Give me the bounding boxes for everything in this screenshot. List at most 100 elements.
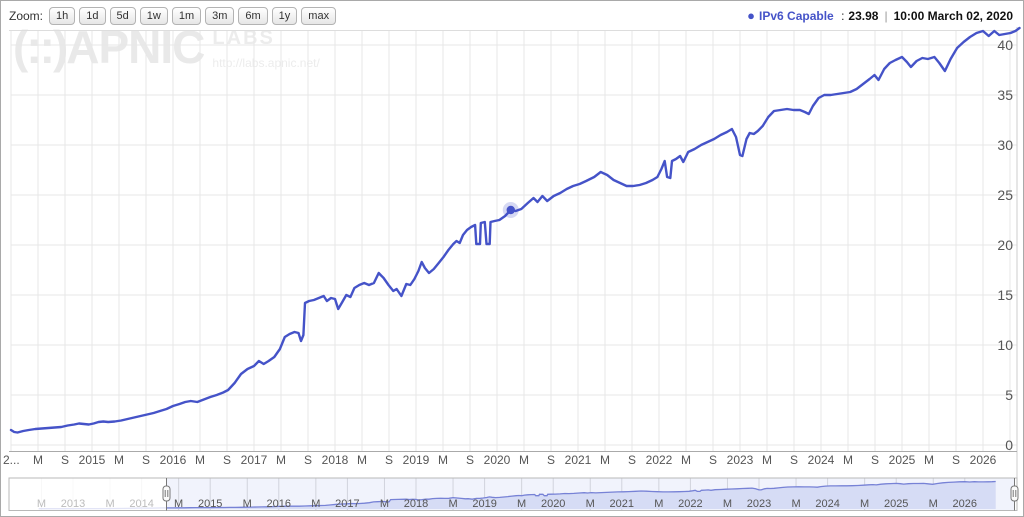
x-tick-label: 2025: [889, 453, 916, 467]
legend[interactable]: ● IPv6 Capable : 23.98 | 10:00 March 02,…: [747, 8, 1013, 23]
navigator-series-area: [38, 481, 996, 509]
y-tick-label: 30: [997, 137, 1013, 153]
navigator-tick-label: M: [654, 498, 663, 510]
zoom-button-1h[interactable]: 1h: [49, 7, 76, 25]
x-tick-label: M: [600, 453, 610, 467]
x-tick-label: M: [195, 453, 205, 467]
navigator-selected-range[interactable]: [166, 478, 1015, 511]
legend-separator: |: [884, 8, 888, 23]
x-tick-label: M: [33, 453, 43, 467]
zoom-button-max[interactable]: max: [301, 7, 337, 25]
navigator-left-handle[interactable]: [162, 478, 171, 511]
navigator-tick-label: M: [791, 498, 800, 510]
labs-url: http://labs.apnic.net/: [212, 56, 319, 70]
navigator-tick-label: 2018: [404, 498, 428, 510]
legend-colon-char: :: [841, 8, 845, 23]
navigator-tick-label: 2021: [610, 498, 634, 510]
x-tick-label: S: [61, 453, 69, 467]
y-tick-label: 35: [997, 87, 1013, 103]
x-tick-label: S: [385, 453, 393, 467]
navigator-tick-label: M: [860, 498, 869, 510]
navigator-tick-label: 2019: [472, 498, 496, 510]
navigator-tick-label: M: [243, 498, 252, 510]
x-tick-label: S: [304, 453, 312, 467]
current-point-marker[interactable]: [506, 205, 515, 215]
plot-area[interactable]: [11, 31, 1017, 451]
navigator-tick-label: 2013: [61, 498, 85, 510]
zoom-button-5d[interactable]: 5d: [109, 7, 136, 25]
x-tick-label: S: [223, 453, 231, 467]
x-tick-label: 2015: [79, 453, 106, 467]
zoom-label: Zoom:: [9, 8, 44, 23]
legend-dot-icon: ●: [747, 8, 756, 23]
x-tick-label: 2...: [3, 453, 20, 467]
x-tick-label: S: [142, 453, 150, 467]
navigator-series-line: [38, 480, 996, 510]
zoom-button-1w[interactable]: 1w: [139, 7, 168, 25]
x-tick-label: S: [709, 453, 717, 467]
navigator-masked-range[interactable]: [9, 478, 167, 511]
x-tick-label: 2021: [565, 453, 592, 467]
x-tick-label: S: [466, 453, 474, 467]
navigator-tick-label: M: [448, 498, 457, 510]
navigator-right-handle[interactable]: [1010, 478, 1019, 511]
x-tick-label: M: [924, 453, 934, 467]
ipv6-series-line[interactable]: [9, 26, 1021, 434]
navigator-tick-label: M: [586, 498, 595, 510]
navigator-tick-label: 2023: [747, 498, 771, 510]
navigator-tick-label: 2017: [335, 498, 359, 510]
x-tick-label: 2016: [160, 453, 187, 467]
x-tick-label: 2018: [322, 453, 349, 467]
labs-text: LABS: [212, 27, 319, 50]
navigator-tick-label: 2014: [129, 498, 153, 510]
legend-timestamp: 10:00 March 02, 2020: [893, 8, 1013, 23]
x-tick-label: M: [438, 453, 448, 467]
x-tick-label: M: [762, 453, 772, 467]
navigator-tick-label: 2016: [267, 498, 291, 510]
x-tick-label: M: [843, 453, 853, 467]
navigator-tick-label: M: [517, 498, 526, 510]
x-tick-label: S: [790, 453, 798, 467]
navigator-tick-label: 2026: [953, 498, 977, 510]
apnic-labs-watermark: (::) APNIC LABS http://labs.apnic.net/: [13, 24, 320, 70]
navigator-tick-label: 2024: [815, 498, 839, 510]
navigator-tick-label: M: [311, 498, 320, 510]
y-tick-label: 25: [997, 187, 1013, 203]
y-tick-label: 20: [997, 237, 1013, 253]
legend-series-name[interactable]: IPv6 Capable: [759, 8, 834, 23]
x-tick-label: S: [952, 453, 960, 467]
x-tick-label: 2026: [970, 453, 997, 467]
x-tick-label: M: [276, 453, 286, 467]
x-tick-label: 2017: [241, 453, 268, 467]
legend-value: 23.98: [848, 8, 879, 23]
navigator-tick-label: M: [929, 498, 938, 510]
y-tick-label: 10: [997, 337, 1013, 353]
zoom-button-1m[interactable]: 1m: [171, 7, 202, 25]
x-tick-label: S: [547, 453, 555, 467]
x-tick-label: S: [628, 453, 636, 467]
navigator-tick-label: 2020: [541, 498, 565, 510]
navigator-tick-label: M: [723, 498, 732, 510]
navigator-tick-label: 2022: [678, 498, 702, 510]
apnic-brand-text: APNIC: [66, 24, 205, 70]
zoom-toolbar: Zoom: 1h 1d 5d 1w 1m 3m 6m 1y max: [9, 6, 340, 25]
x-tick-label: 2022: [646, 453, 673, 467]
zoom-button-1d[interactable]: 1d: [79, 7, 106, 25]
apnic-logo-icon: (::): [13, 24, 68, 70]
x-tick-label: 2024: [808, 453, 835, 467]
navigator-tick-label: 2025: [884, 498, 908, 510]
x-tick-label: M: [357, 453, 367, 467]
zoom-button-6m[interactable]: 6m: [238, 7, 268, 25]
x-tick-label: 2019: [403, 453, 430, 467]
zoom-button-3m[interactable]: 3m: [205, 7, 235, 25]
navigator-tick-label: M: [380, 498, 389, 510]
y-tick-label: 0: [1005, 437, 1013, 453]
zoom-buttons-group: 1h 1d 5d 1w 1m 3m 6m 1y max: [49, 6, 340, 25]
navigator-tick-label: M: [174, 498, 183, 510]
x-tick-label: M: [519, 453, 529, 467]
zoom-button-1y[interactable]: 1y: [271, 7, 298, 25]
y-tick-label: 5: [1005, 387, 1013, 403]
navigator-tick-label: M: [37, 498, 46, 510]
